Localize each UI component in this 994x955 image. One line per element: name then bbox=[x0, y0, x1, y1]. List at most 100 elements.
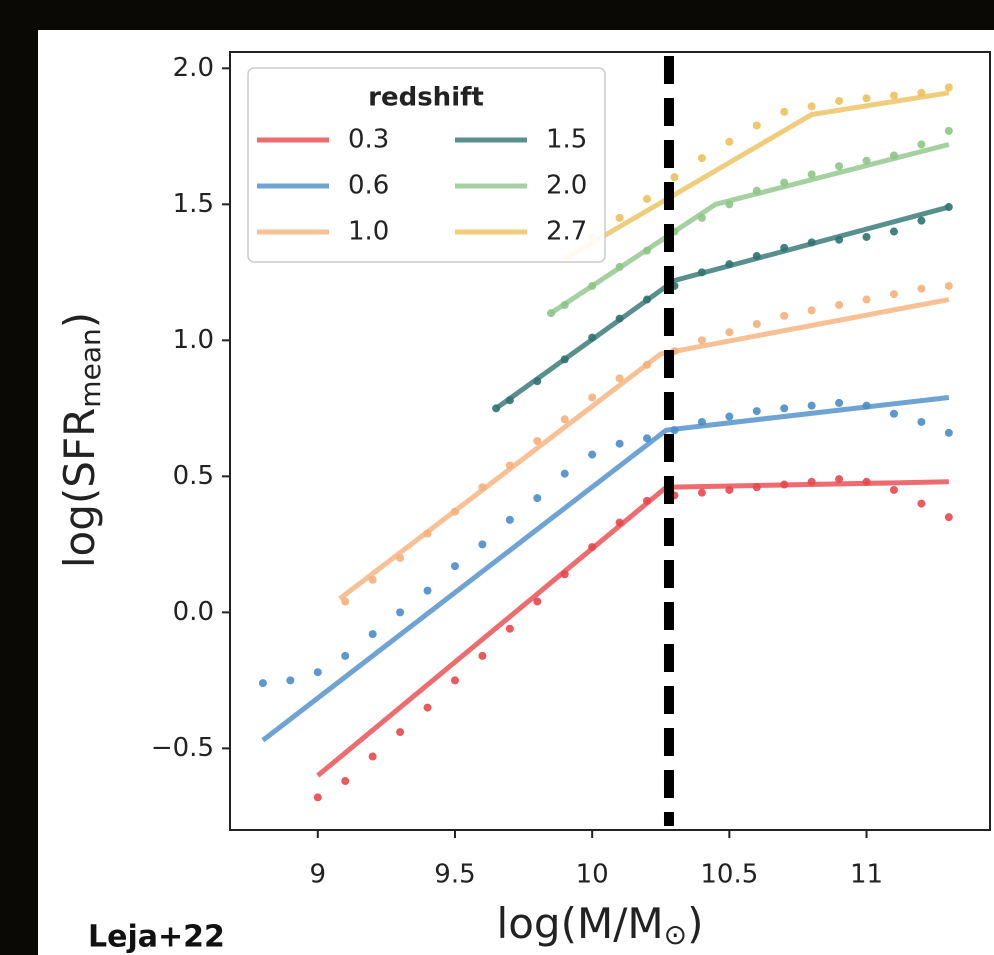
data-point bbox=[725, 200, 734, 209]
data-point bbox=[889, 151, 898, 160]
data-point bbox=[423, 703, 432, 712]
data-point bbox=[505, 396, 514, 405]
data-point bbox=[889, 227, 898, 236]
data-point bbox=[697, 336, 706, 345]
data-point bbox=[643, 295, 652, 304]
x-label-part: ) bbox=[687, 899, 703, 948]
data-point bbox=[643, 246, 652, 255]
data-point bbox=[807, 477, 816, 486]
data-point bbox=[505, 461, 514, 470]
data-point bbox=[505, 624, 514, 633]
y-label-sub: mean bbox=[74, 328, 107, 407]
data-point bbox=[286, 676, 295, 685]
data-point bbox=[725, 485, 734, 494]
x-tick-label: 10.5 bbox=[700, 860, 758, 890]
data-point bbox=[588, 543, 597, 552]
series-line bbox=[338, 297, 950, 601]
data-point bbox=[560, 415, 569, 424]
series-line bbox=[261, 394, 950, 743]
data-point bbox=[917, 284, 926, 293]
x-tick-label: 9 bbox=[310, 860, 327, 890]
y-label-part: log(SFR bbox=[55, 408, 104, 568]
x-tick-label: 10 bbox=[576, 860, 609, 890]
data-point bbox=[752, 121, 761, 130]
data-point bbox=[588, 333, 597, 342]
y-label-part: ) bbox=[55, 312, 104, 328]
data-point bbox=[615, 213, 624, 222]
data-point bbox=[478, 651, 487, 660]
data-point bbox=[944, 281, 953, 290]
data-point bbox=[807, 170, 816, 179]
data-point bbox=[835, 96, 844, 105]
plot-area bbox=[258, 83, 953, 802]
data-point bbox=[533, 494, 542, 503]
data-point bbox=[862, 401, 871, 410]
data-point bbox=[341, 777, 350, 786]
data-point bbox=[697, 417, 706, 426]
data-point bbox=[780, 480, 789, 489]
data-point bbox=[862, 232, 871, 241]
data-point bbox=[478, 540, 487, 549]
data-point bbox=[889, 485, 898, 494]
data-point bbox=[835, 398, 844, 407]
data-point bbox=[560, 300, 569, 309]
data-point bbox=[780, 311, 789, 320]
data-point bbox=[670, 426, 679, 435]
data-point bbox=[917, 417, 926, 426]
data-point bbox=[547, 309, 556, 318]
data-point bbox=[396, 608, 405, 617]
series-line bbox=[549, 142, 950, 316]
data-point bbox=[313, 668, 322, 677]
y-tick-label: 2.0 bbox=[173, 53, 214, 83]
data-point bbox=[478, 483, 487, 492]
data-point bbox=[643, 434, 652, 443]
data-point bbox=[725, 328, 734, 337]
data-point bbox=[615, 518, 624, 527]
data-point bbox=[258, 679, 267, 688]
data-point bbox=[835, 475, 844, 484]
plot-frame bbox=[229, 51, 991, 831]
data-point bbox=[588, 450, 597, 459]
x-axis-label: log(M/M⊙) bbox=[497, 899, 704, 952]
data-point bbox=[368, 575, 377, 584]
y-tick-label: 1.5 bbox=[173, 189, 214, 219]
data-point bbox=[341, 597, 350, 606]
data-point bbox=[560, 355, 569, 364]
data-point bbox=[423, 586, 432, 595]
data-point bbox=[697, 488, 706, 497]
data-point bbox=[807, 238, 816, 247]
data-point bbox=[670, 173, 679, 182]
data-point bbox=[423, 529, 432, 538]
data-point bbox=[643, 496, 652, 505]
data-point bbox=[807, 401, 816, 410]
data-point bbox=[725, 412, 734, 421]
data-point bbox=[807, 306, 816, 315]
data-point bbox=[505, 515, 514, 524]
data-point bbox=[368, 752, 377, 761]
y-tick-label: 1.0 bbox=[173, 325, 214, 355]
legend-label: 2.7 bbox=[546, 217, 587, 247]
data-point bbox=[725, 137, 734, 146]
data-point bbox=[697, 154, 706, 163]
data-point bbox=[780, 107, 789, 116]
legend-label: 2.0 bbox=[546, 171, 587, 201]
data-point bbox=[588, 393, 597, 402]
data-point bbox=[780, 243, 789, 252]
data-point bbox=[944, 83, 953, 92]
data-point bbox=[450, 562, 459, 571]
x-label-part: log(M/M bbox=[497, 899, 664, 948]
data-point bbox=[944, 513, 953, 522]
data-point bbox=[835, 235, 844, 244]
data-point bbox=[615, 262, 624, 271]
annotation: Leja+22 bbox=[88, 920, 225, 955]
data-point bbox=[492, 404, 501, 413]
data-point bbox=[889, 409, 898, 418]
data-point bbox=[368, 630, 377, 639]
x-tick-label: 9.5 bbox=[434, 860, 475, 890]
y-tick-label: 0.5 bbox=[173, 461, 214, 491]
data-point bbox=[807, 102, 816, 111]
series-line bbox=[494, 204, 950, 411]
legend-title: redshift bbox=[368, 83, 484, 113]
data-point bbox=[643, 360, 652, 369]
data-point bbox=[615, 439, 624, 448]
